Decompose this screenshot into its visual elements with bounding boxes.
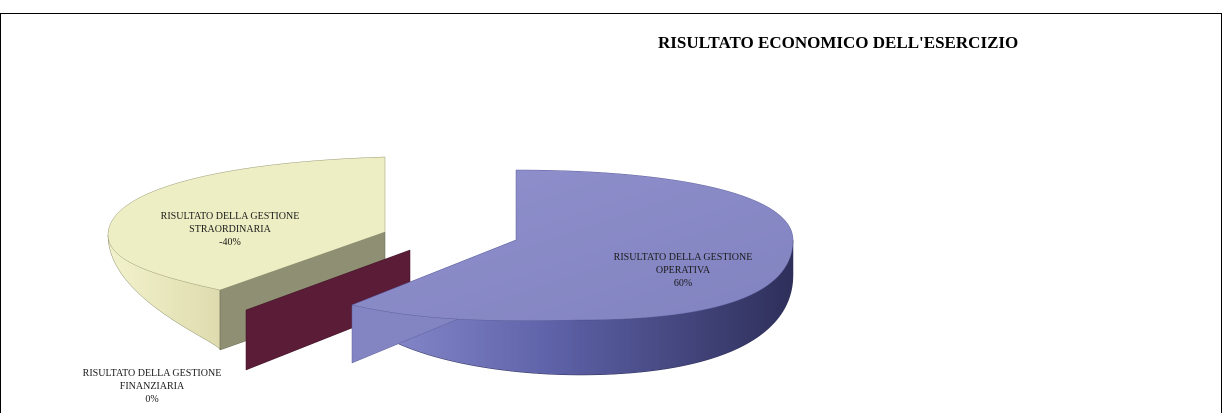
label-operativa-percent: 60% bbox=[674, 278, 692, 289]
label-operativa-line2: OPERATIVA bbox=[656, 265, 711, 276]
label-finanziaria: RISULTATO DELLA GESTIONE FINANZIARIA 0% bbox=[83, 368, 222, 405]
label-finanziaria-line1: RISULTATO DELLA GESTIONE bbox=[83, 368, 222, 379]
chart-title: RISULTATO ECONOMICO DELL'ESERCIZIO bbox=[658, 33, 1019, 52]
label-straordinaria-line2: STRAORDINARIA bbox=[189, 224, 271, 235]
label-finanziaria-percent: 0% bbox=[145, 394, 158, 405]
label-straordinaria: RISULTATO DELLA GESTIONE STRAORDINARIA -… bbox=[161, 211, 300, 248]
label-operativa: RISULTATO DELLA GESTIONE OPERATIVA 60% bbox=[614, 252, 753, 289]
slice-straordinaria-top bbox=[107, 156, 386, 291]
slice-operativa bbox=[351, 169, 794, 376]
slice-operativa-top bbox=[351, 169, 794, 321]
label-finanziaria-line2: FINANZIARIA bbox=[120, 381, 185, 392]
label-operativa-line1: RISULTATO DELLA GESTIONE bbox=[614, 252, 753, 263]
label-straordinaria-line1: RISULTATO DELLA GESTIONE bbox=[161, 211, 300, 222]
label-straordinaria-percent: -40% bbox=[219, 237, 241, 248]
